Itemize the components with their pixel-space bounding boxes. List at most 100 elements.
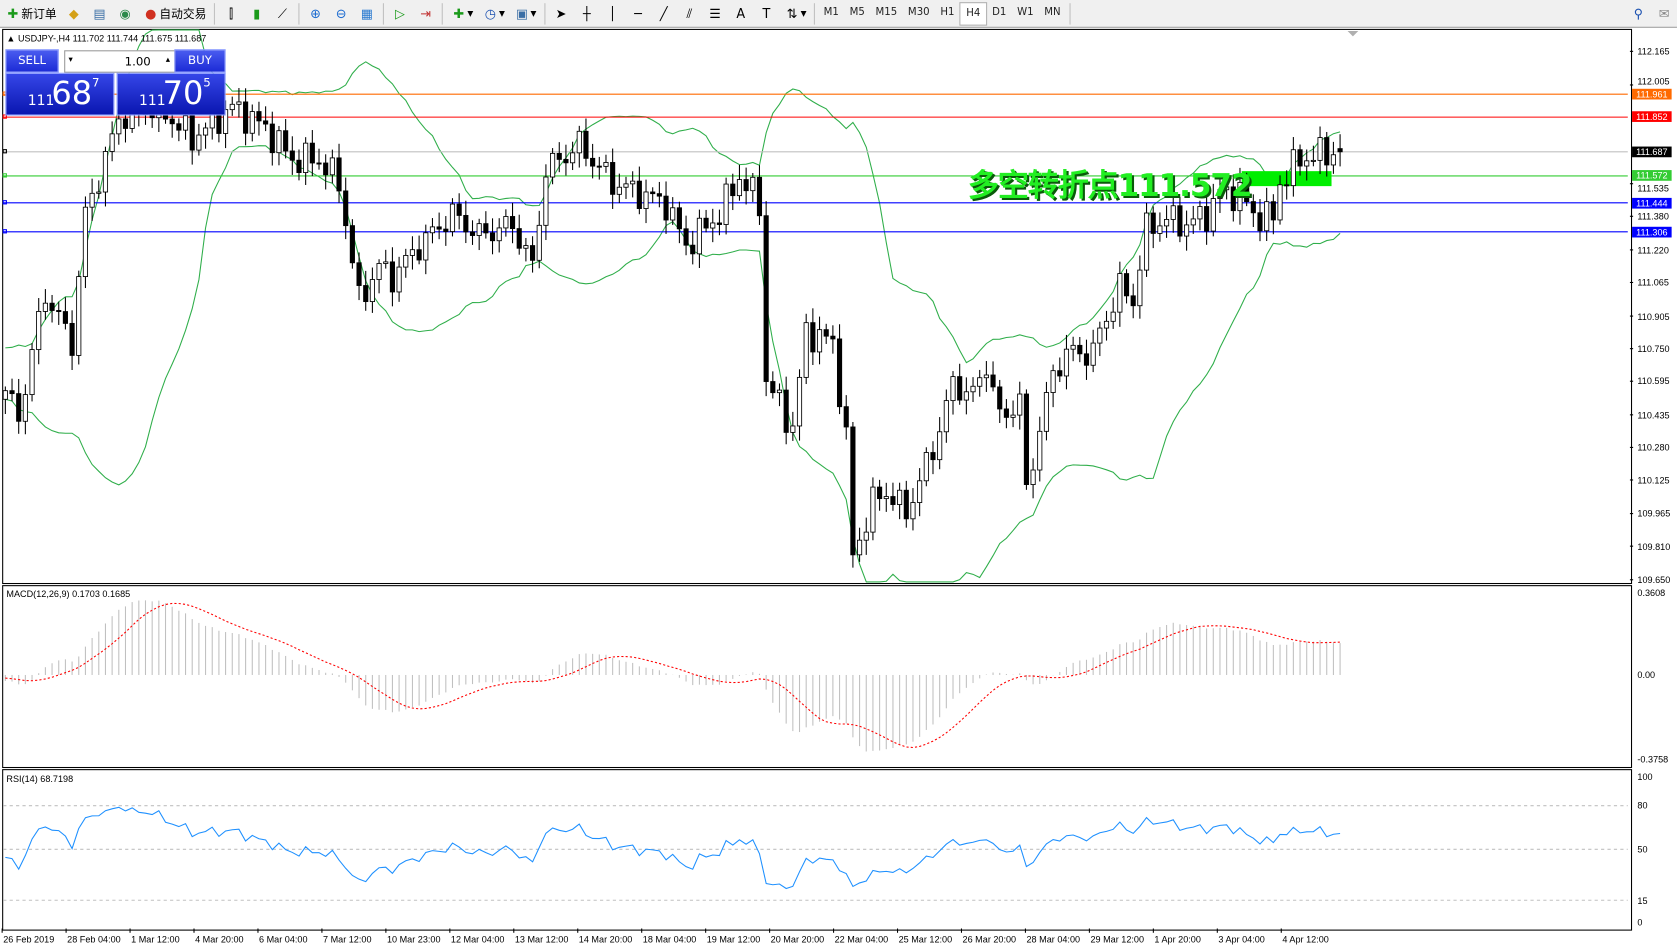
- lot-decrease-icon[interactable]: ▾: [68, 54, 73, 65]
- candle-bull: [1097, 327, 1103, 344]
- auto-trading-label: 自动交易: [159, 6, 207, 21]
- candle-bull: [182, 115, 189, 131]
- timeframe-d1[interactable]: D1: [992, 5, 1007, 18]
- toolbar: ✚ 新订单 ◆ ▤ ◉ ● 自动交易 ⫿ ▮ ⟋ ⊕ ⊖ ▦ ▷ ⇥ ✚ ▾ ◷ ▾ ▣…: [0, 0, 1677, 28]
- candle-bear: [1257, 212, 1263, 232]
- sell-button[interactable]: SELL: [5, 49, 59, 73]
- timeframe-m30[interactable]: M30: [907, 5, 930, 18]
- candle-bull: [1164, 219, 1170, 227]
- market-watch-button[interactable]: ◆: [61, 2, 87, 26]
- candle-bear: [770, 381, 776, 394]
- horizontal-line-button[interactable]: ─: [625, 2, 651, 26]
- candle-bear: [349, 225, 355, 264]
- candle-bull: [496, 227, 502, 242]
- candle-bull: [1304, 160, 1310, 167]
- search-button[interactable]: ⚲: [1626, 2, 1652, 26]
- crosshair-button[interactable]: ┼: [574, 2, 600, 26]
- lot-increase-icon[interactable]: ▴: [165, 54, 171, 65]
- candle-bull: [643, 191, 649, 209]
- chat-button[interactable]: ✉: [1651, 2, 1677, 26]
- time-tick: 28 Feb 04:00: [67, 933, 121, 945]
- ask-price[interactable]: 111 70 5: [116, 72, 226, 116]
- candle-bear: [1337, 148, 1343, 153]
- fibonacci-button[interactable]: ☰: [702, 2, 728, 26]
- zoom-out-button[interactable]: ⊖: [328, 2, 354, 26]
- auto-trading-button[interactable]: ● 自动交易: [138, 2, 211, 26]
- cursor-button[interactable]: ➤: [548, 2, 574, 26]
- candle-bear: [309, 142, 315, 164]
- candle-bull: [1037, 430, 1043, 471]
- candle-bull: [423, 232, 429, 261]
- lot-size-input[interactable]: ▾ 1.00 ▴: [64, 50, 176, 73]
- price-tick: 109.965: [1637, 508, 1671, 519]
- macd-pane[interactable]: [2, 585, 1633, 769]
- candle-bull: [89, 192, 95, 208]
- candle-bull: [376, 263, 382, 280]
- rsi-tick: 50: [1637, 843, 1648, 855]
- tile-windows-button[interactable]: ▦: [354, 2, 380, 26]
- zoom-in-button[interactable]: ⊕: [303, 2, 329, 26]
- symbol-info: ▲ USDJPY-,H4 111.702 111.744 111.675 111…: [6, 33, 207, 44]
- timeframe-m1[interactable]: M1: [823, 5, 839, 18]
- line-chart-button[interactable]: ⟋: [270, 2, 296, 26]
- candle-bear: [583, 130, 589, 159]
- chart-shift-button[interactable]: ⇥: [413, 2, 439, 26]
- bid-price[interactable]: 111 68 7: [5, 72, 115, 116]
- rsi-line: [5, 806, 1341, 890]
- level-label-111.572: 111.572: [1632, 170, 1672, 182]
- time-tick: 20 Mar 20:00: [770, 933, 825, 945]
- vertical-line-button[interactable]: │: [600, 2, 626, 26]
- macd-signal-line: [5, 602, 1341, 749]
- candle-bull: [96, 191, 102, 194]
- main-chart-pane[interactable]: [2, 28, 1633, 585]
- candle-bull: [670, 207, 676, 221]
- ask-big-figure: 111: [139, 93, 166, 110]
- timeframe-h4[interactable]: H4: [959, 1, 987, 26]
- equidistant-channel-button[interactable]: ⫽: [677, 2, 703, 26]
- arrows-button[interactable]: ⇅ ▾: [779, 2, 811, 26]
- timeframe-m5[interactable]: M5: [849, 5, 865, 18]
- timeframe-m15[interactable]: M15: [875, 5, 898, 18]
- buy-button[interactable]: BUY: [174, 49, 226, 73]
- candle-bull: [790, 425, 796, 433]
- candle-bear: [343, 190, 349, 227]
- candle-bull: [796, 376, 803, 427]
- time-tick: 29 Mar 12:00: [1090, 933, 1145, 945]
- symbol-info-text: USDJPY-,H4 111.702 111.744 111.675 111.6…: [17, 33, 207, 44]
- candle-bear: [296, 159, 302, 174]
- timeframe-mn[interactable]: MN: [1044, 5, 1061, 18]
- time-tick: 26 Feb 2019: [3, 933, 55, 945]
- candle-bull: [1237, 181, 1243, 212]
- fibonacci-icon: ☰: [709, 5, 721, 21]
- separator: [543, 2, 546, 25]
- candle-bear: [389, 261, 395, 293]
- auto-scroll-button[interactable]: ▷: [387, 2, 413, 26]
- candle-bull: [1170, 205, 1176, 220]
- bar-chart-button[interactable]: ⫿: [218, 2, 244, 26]
- navigator-button[interactable]: ▤: [87, 2, 113, 26]
- terminal-button[interactable]: ◉: [112, 2, 138, 26]
- auto-scroll-icon: ▷: [395, 5, 405, 21]
- new-order-button[interactable]: ✚ 新订单: [0, 2, 61, 26]
- text-label-button[interactable]: T: [754, 2, 780, 26]
- indicators-button[interactable]: ✚ ▾: [446, 2, 478, 26]
- trendline-button[interactable]: ╱: [651, 2, 677, 26]
- candle-bear: [436, 226, 442, 230]
- candle-bear: [997, 386, 1003, 410]
- candle-chart-button[interactable]: ▮: [244, 2, 270, 26]
- new-order-label: 新订单: [21, 6, 57, 21]
- candle-bear: [489, 232, 496, 242]
- text-button[interactable]: A: [728, 2, 754, 26]
- candle-bear: [823, 329, 829, 337]
- time-tick: 14 Mar 20:00: [578, 933, 633, 945]
- timeframe-h1[interactable]: H1: [940, 5, 955, 18]
- periods-button[interactable]: ◷ ▾: [478, 2, 510, 26]
- templates-button[interactable]: ▣ ▾: [509, 2, 541, 26]
- candle-bear: [443, 228, 449, 232]
- candle-bear: [269, 123, 275, 154]
- timeframe-w1[interactable]: W1: [1017, 5, 1034, 18]
- time-tick: 3 Apr 04:00: [1218, 933, 1265, 945]
- candle-bear: [650, 191, 656, 195]
- price-tick: 110.280: [1637, 442, 1670, 453]
